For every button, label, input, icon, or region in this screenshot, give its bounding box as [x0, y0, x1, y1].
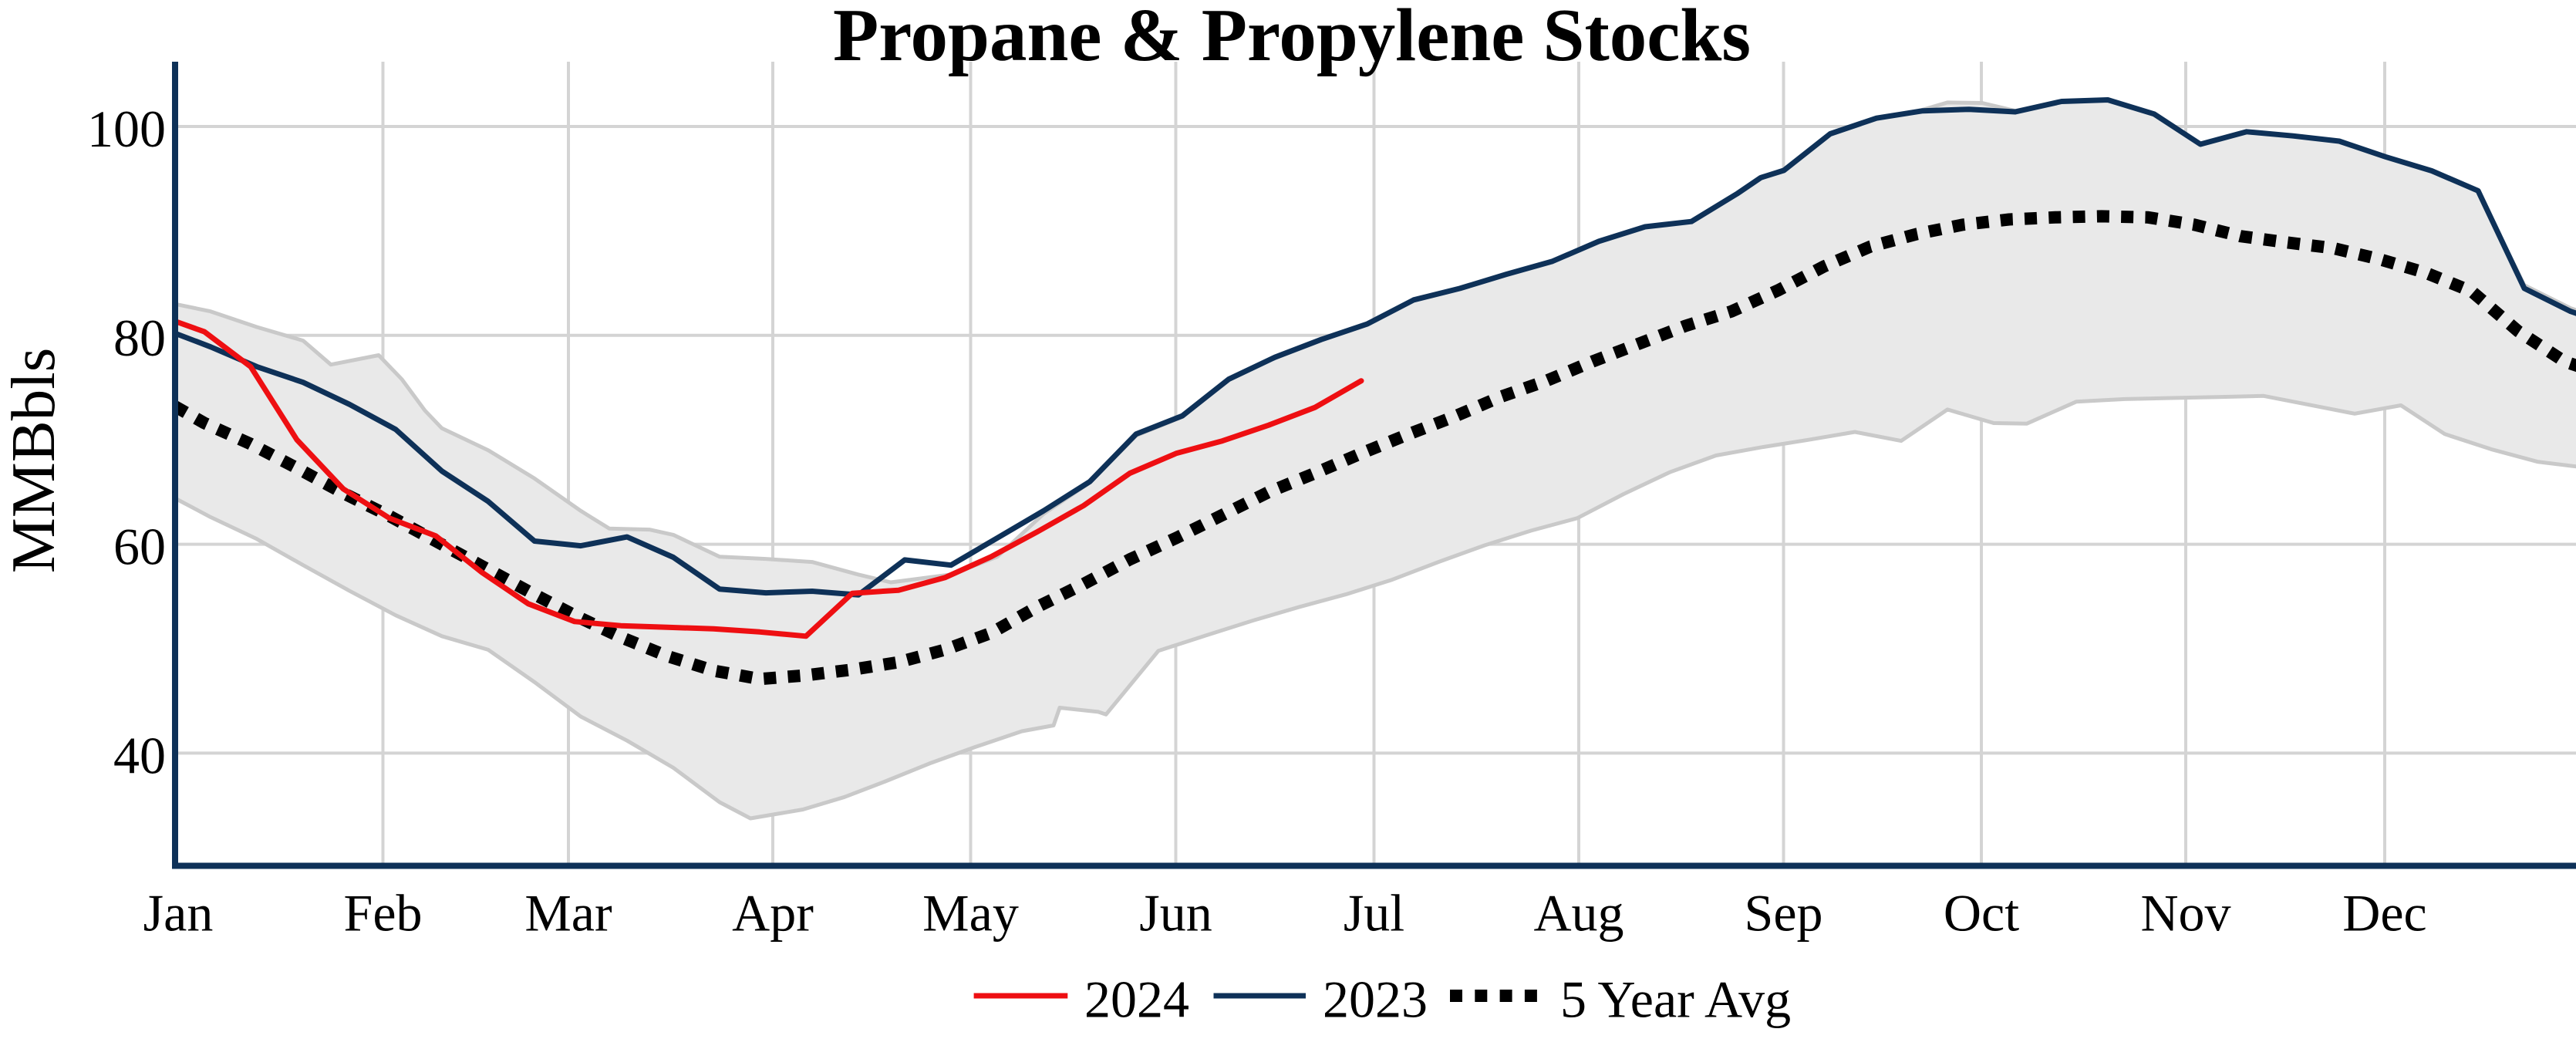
svg-text:Sep: Sep	[1745, 884, 1823, 943]
svg-text:Dec: Dec	[2342, 884, 2426, 943]
svg-text:May: May	[922, 884, 1019, 943]
svg-text:Feb: Feb	[344, 884, 423, 943]
svg-text:40: 40	[113, 726, 166, 784]
svg-text:Nov: Nov	[2140, 884, 2230, 943]
svg-text:Jun: Jun	[1139, 884, 1212, 943]
svg-text:Propane & Propylene Stocks: Propane & Propylene Stocks	[833, 0, 1751, 76]
svg-text:Jan: Jan	[143, 884, 214, 943]
svg-text:100: 100	[87, 100, 166, 158]
svg-text:2024: 2024	[1084, 970, 1189, 1029]
svg-text:Jul: Jul	[1344, 884, 1404, 943]
svg-text:80: 80	[113, 309, 166, 367]
svg-text:MMBbls: MMBbls	[0, 348, 68, 574]
svg-text:Oct: Oct	[1944, 884, 2019, 943]
svg-text:60: 60	[113, 518, 166, 576]
svg-text:2023: 2023	[1323, 970, 1428, 1029]
svg-text:Mar: Mar	[524, 884, 612, 943]
svg-text:Aug: Aug	[1533, 884, 1623, 943]
svg-text:5 Year Avg: 5 Year Avg	[1560, 970, 1791, 1029]
svg-text:Apr: Apr	[732, 884, 814, 943]
